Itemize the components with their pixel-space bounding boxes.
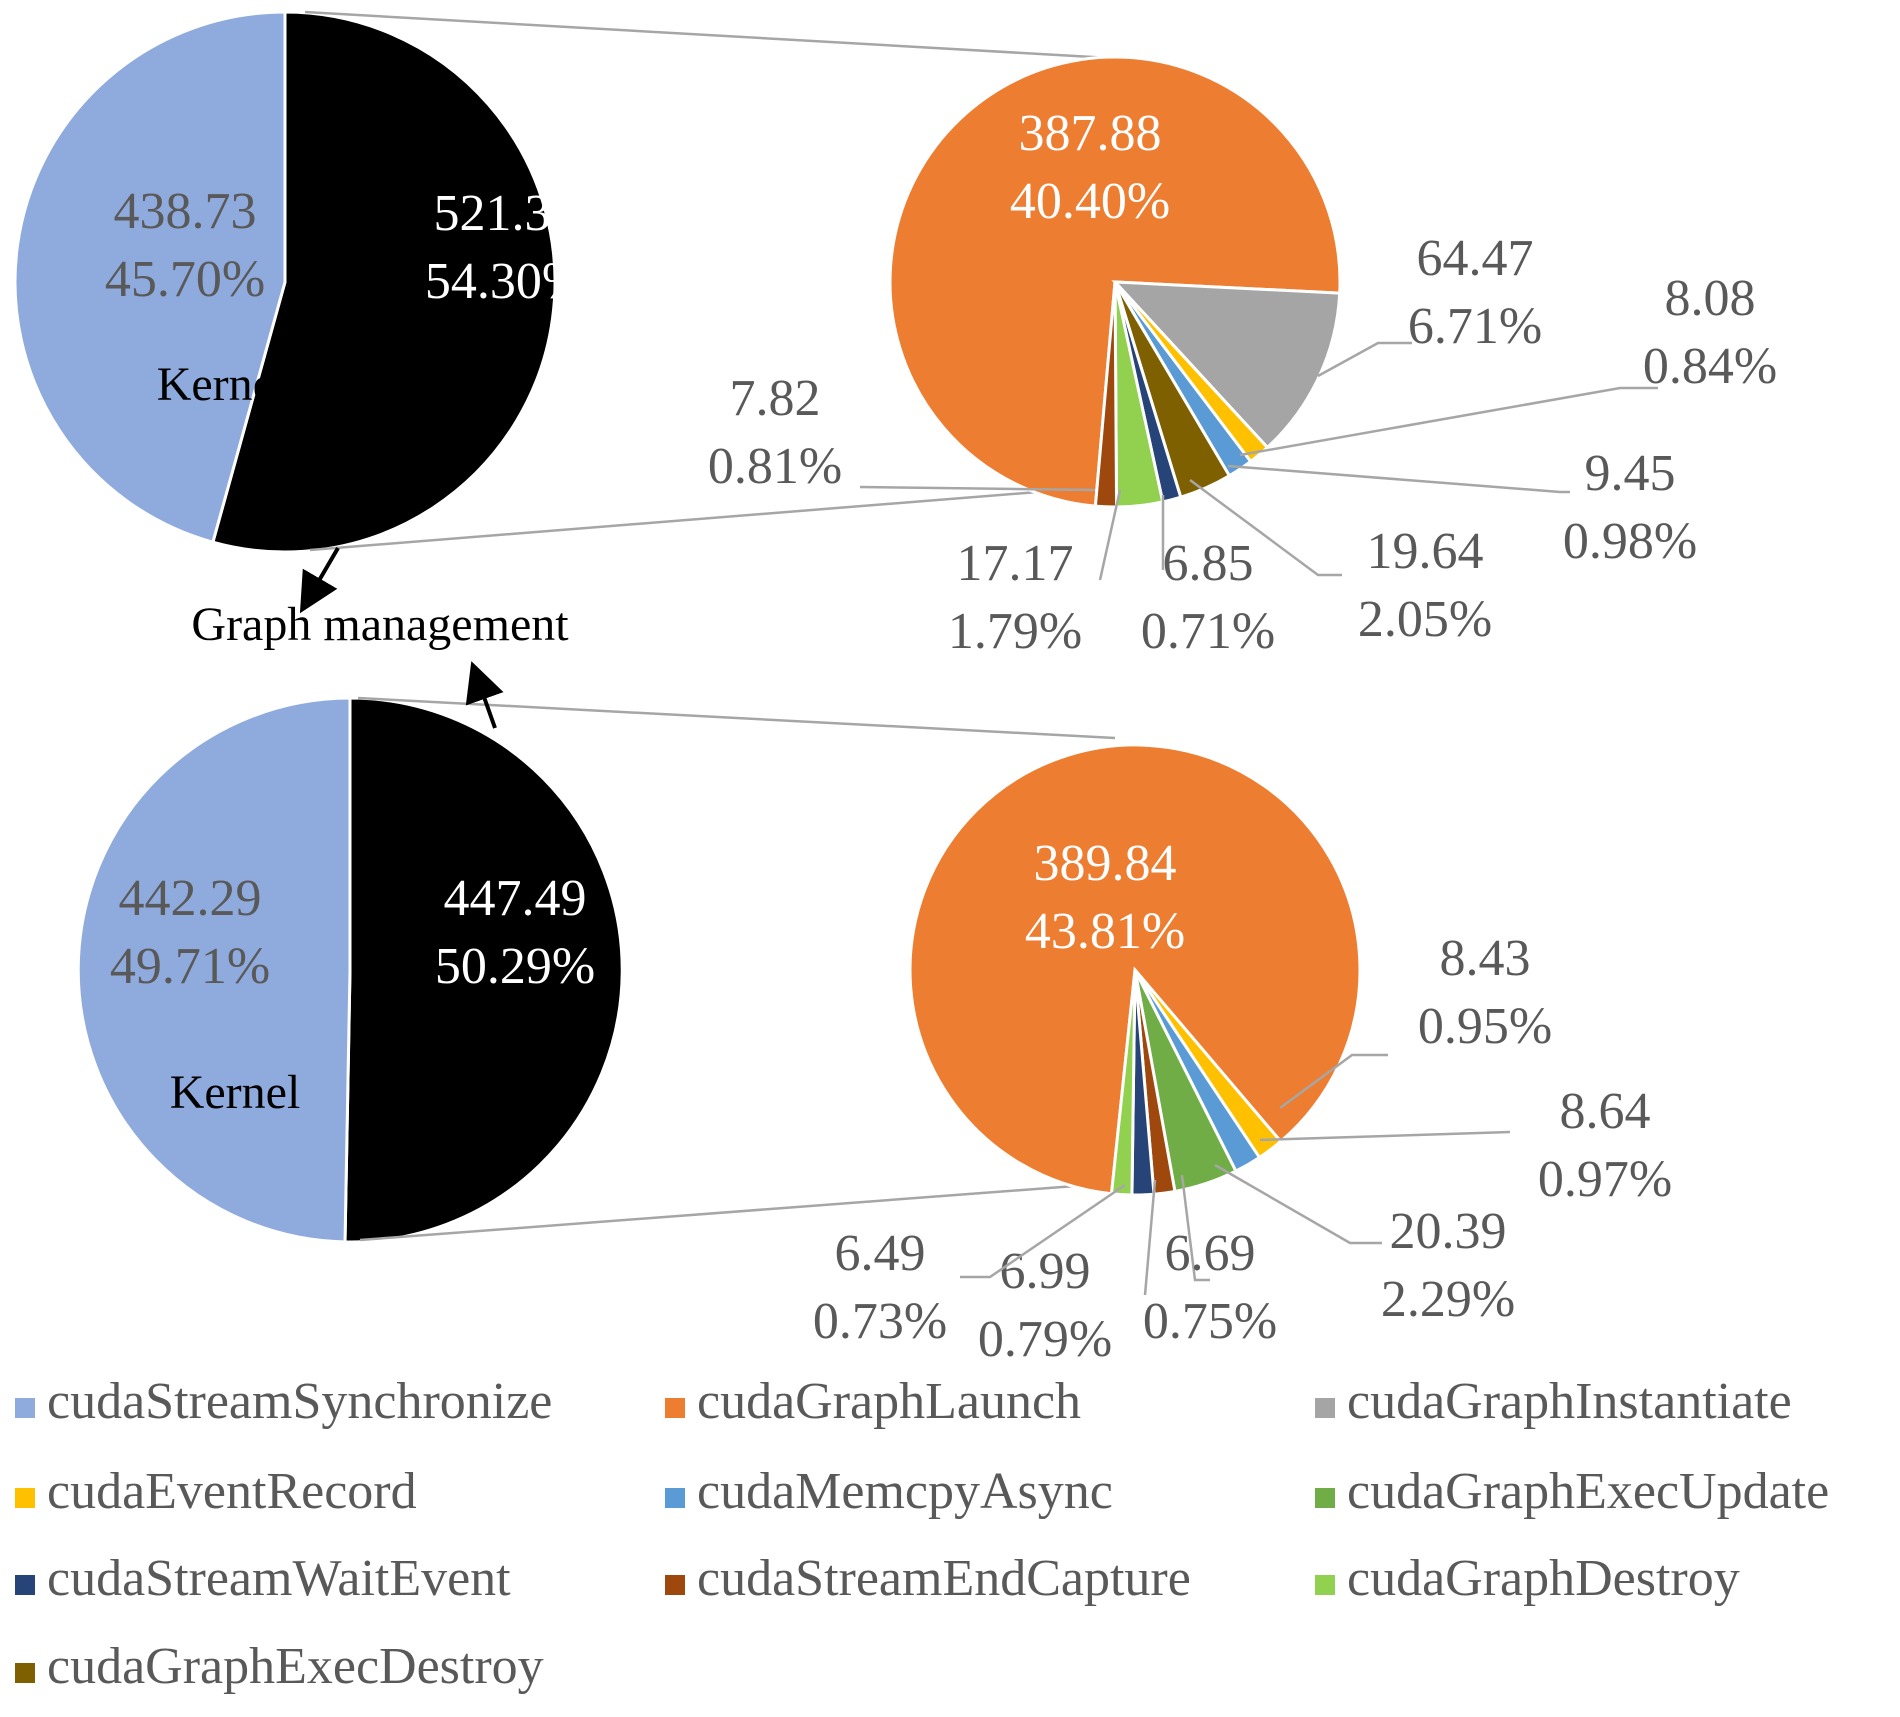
legend-item-cuda-graph-launch: cudaGraphLaunch [665,1373,1081,1430]
legend-item-cuda-memcpy-async: cudaMemcpyAsync [665,1463,1113,1520]
data-label-percent: 0.75% [1143,1293,1277,1350]
connector-line [309,485,1101,552]
data-label-value: 6.49 [835,1225,926,1282]
legend-swatch [1315,1398,1335,1418]
leader-line [859,485,1096,492]
data-label-value: 8.43 [1440,930,1531,987]
data-label-percent: 0.81% [708,438,842,495]
leader-line [960,1183,1126,1279]
legend-item-cuda-graph-exec-destroy: cudaGraphExecDestroy [15,1638,544,1695]
leader-line [1214,1163,1382,1245]
legend-swatch [15,1663,35,1683]
leader-line [1180,1174,1210,1282]
legend-label: cudaStreamEndCapture [697,1550,1191,1607]
data-label-percent: 2.29% [1381,1271,1515,1328]
data-label-value: 389.84 [1034,835,1177,892]
data-label-percent: 6.71% [1408,298,1542,355]
leader-line [1279,1053,1388,1110]
legend-item-cuda-stream-synchronize: cudaStreamSynchronize [15,1373,552,1430]
graph-management-label: Graph management [191,598,569,651]
legend-swatch [1315,1575,1335,1595]
legend-item-cuda-stream-wait-event: cudaStreamWaitEvent [15,1550,511,1607]
data-label-value: 8.08 [1665,270,1756,327]
data-label-percent: 49.71% [110,938,270,995]
legend-label: cudaGraphDestroy [1347,1550,1740,1607]
legend-label: cudaEventRecord [47,1463,417,1520]
legend-item-cuda-graph-destroy: cudaGraphDestroy [1315,1550,1740,1607]
kernel-label: Kernel [170,1066,301,1119]
legend-label: cudaGraphExecDestroy [47,1638,544,1695]
data-label-percent: 54.30% [425,253,585,310]
annotation-arrow [465,661,504,729]
data-label-percent: 0.71% [1141,603,1275,660]
data-label-percent: 2.05% [1358,591,1492,648]
data-label-percent: 0.98% [1563,513,1697,570]
legend-item-cuda-graph-instantiate: cudaGraphInstantiate [1315,1373,1792,1430]
data-label-value: 442.29 [119,870,262,927]
leader-line [1239,386,1658,457]
legend-swatch [15,1575,35,1595]
kernel-label: Kernel [157,358,288,411]
data-label-value: 7.82 [730,370,821,427]
leader-line [1189,478,1342,577]
data-label-percent: 45.70% [105,251,265,308]
data-label-value: 447.49 [444,870,587,927]
legend-label: cudaStreamSynchronize [47,1373,552,1430]
pie-slice-kernel [13,10,287,545]
legend-swatch [1315,1488,1335,1508]
pie-slice-cuda-graph-launch [908,743,1362,1196]
data-label-value: 8.64 [1560,1083,1651,1140]
data-label-value: 438.73 [114,183,257,240]
data-label-value: 17.17 [957,535,1074,592]
leader-line [1098,489,1122,581]
legend-swatch [665,1398,685,1418]
leader-line [1259,1130,1511,1142]
data-label-percent: 40.40% [1010,173,1170,230]
annotation-arrow [299,546,340,614]
data-label-value: 64.47 [1417,230,1534,287]
legend-item-cuda-event-record: cudaEventRecord [15,1463,417,1520]
data-label-percent: 0.84% [1643,338,1777,395]
pie-slice-graph-management [211,10,557,554]
legend-swatch [665,1488,685,1508]
data-label-percent: 43.81% [1025,903,1185,960]
legend-item-cuda-graph-exec-update: cudaGraphExecUpdate [1315,1463,1829,1520]
legend-label: cudaGraphLaunch [697,1373,1081,1430]
data-label-value: 6.85 [1163,535,1254,592]
data-label-value: 387.88 [1019,105,1162,162]
data-label-value: 6.69 [1165,1225,1256,1282]
data-label-value: 9.45 [1585,445,1676,502]
pie-slice-graph-management [343,696,624,1244]
leader-line [1143,1179,1157,1296]
data-label-percent: 0.95% [1418,998,1552,1055]
legend-label: cudaMemcpyAsync [697,1463,1113,1520]
data-label-value: 521.36 [434,185,577,242]
connector-line [304,10,1111,60]
data-label-percent: 0.97% [1538,1151,1672,1208]
connector-line [359,1180,1129,1242]
data-label-value: 6.99 [1000,1243,1091,1300]
data-label-percent: 0.79% [978,1311,1112,1368]
legend-label: cudaGraphExecUpdate [1347,1463,1829,1520]
data-label-value: 20.39 [1390,1203,1507,1260]
data-label-value: 19.64 [1367,523,1484,580]
leader-line [1317,341,1412,378]
data-label-percent: 1.79% [948,603,1082,660]
legend-label: cudaStreamWaitEvent [47,1550,511,1607]
leader-line [1227,464,1570,494]
legend-item-cuda-stream-end-capture: cudaStreamEndCapture [665,1550,1191,1607]
pie-slice-cuda-graph-instantiate [1111,280,1342,450]
legend-label: cudaGraphInstantiate [1347,1373,1792,1430]
pie-slice-kernel [76,696,352,1244]
legend-swatch [665,1575,685,1595]
legend-swatch [15,1398,35,1418]
legend-swatch [15,1488,35,1508]
data-label-percent: 50.29% [435,938,595,995]
data-label-percent: 0.73% [813,1293,947,1350]
